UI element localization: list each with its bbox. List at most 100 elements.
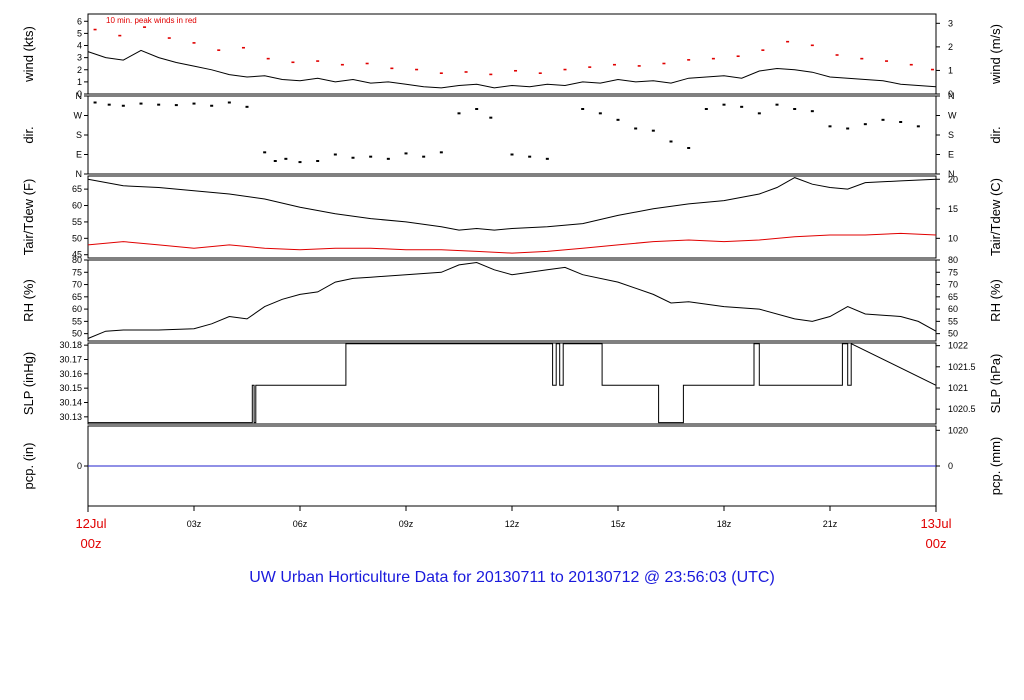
direction-point	[316, 160, 320, 162]
wind-peak-point	[93, 28, 97, 31]
direction-point	[422, 155, 426, 158]
wind-peak-point	[909, 63, 913, 66]
panel-wind: 0 1 2 3 4 5 6 0 1 2 3 wind (kts) wind (m/s) 10 min. p…	[21, 13, 1003, 99]
humidity-frame	[87, 259, 937, 342]
pressure-right-axis-label: SLP (hPa)	[988, 354, 1003, 414]
wind-peak-point	[143, 26, 147, 28]
humidity-right-tick-label: 55	[948, 316, 958, 326]
precipitation-left-axis-label: pcp. (in)	[21, 443, 36, 490]
humidity-right-tick-label: 60	[948, 304, 958, 314]
wind-peak-point	[662, 62, 666, 65]
x-tick-label: 03z	[187, 519, 202, 529]
direction-right-tick-label: E	[948, 150, 954, 160]
pressure-left-tick-label: 30.18	[59, 340, 82, 350]
wind-peak-point	[761, 49, 765, 51]
pressure-right-tick-label: 1022	[948, 341, 968, 351]
pressure-left-tick-label: 30.15	[59, 383, 82, 393]
wind-peak-point	[711, 57, 715, 60]
direction-point	[489, 116, 493, 119]
temperature-left-tick-label: 65	[72, 184, 82, 194]
wind-peak-point	[291, 61, 295, 64]
wind-left-tick-label: 5	[77, 28, 82, 38]
direction-point	[528, 155, 532, 158]
direction-right-axis-label: dir.	[988, 126, 1003, 143]
pressure-left-axis-label: SLP (inHg)	[21, 352, 36, 415]
pressure-right-tick-label: 1021.5	[948, 362, 976, 372]
temperature-left-tick-label: 60	[72, 201, 82, 211]
wind-series-line	[87, 49, 937, 89]
wind-left-axis-label: wind (kts)	[21, 26, 36, 83]
wind-peak-point	[266, 57, 270, 60]
wind-right-tick-label: 3	[948, 18, 953, 28]
x-end-hour-label: 00z	[926, 536, 947, 551]
humidity-left-axis-label: RH (%)	[21, 279, 36, 322]
x-tick-label: 12z	[505, 519, 520, 529]
temperature-series-tdew	[87, 232, 937, 254]
pressure-left-tick-label: 30.17	[59, 354, 82, 364]
panel-temperature: 45 50 55 60 65 10 15 20 Tair/Tdew (F) Tair/Tdew (…	[21, 174, 1003, 259]
direction-right-tick-label: W	[948, 111, 957, 121]
precipitation-right-tick-label: 0	[948, 461, 953, 471]
wind-left-tick-label: 4	[77, 41, 82, 51]
direction-point	[810, 110, 814, 113]
direction-point	[386, 157, 390, 160]
wind-peak-point	[192, 42, 196, 44]
temperature-left-tick-label: 55	[72, 217, 82, 227]
direction-point	[581, 108, 585, 110]
direction-left-tick-label: W	[74, 111, 83, 121]
direction-point	[157, 103, 161, 106]
wind-peak-point	[439, 72, 443, 74]
wind-peak-point	[930, 68, 934, 71]
direction-point	[846, 127, 850, 130]
direction-right-tick-label: S	[948, 130, 954, 140]
direction-point	[107, 103, 111, 106]
wind-right-tick-label: 1	[948, 65, 953, 75]
x-tick-label: 18z	[717, 519, 732, 529]
direction-point	[510, 153, 514, 156]
wind-left-tick-label: 3	[77, 53, 82, 63]
temperature-left-tick-label: 45	[72, 250, 82, 260]
wind-peak-point	[588, 66, 592, 68]
wind-peak-point	[167, 37, 171, 39]
wind-peak-point	[217, 49, 221, 51]
wind-peak-point	[464, 71, 468, 73]
wind-peak-point	[810, 44, 814, 47]
direction-right-tick-label: N	[948, 169, 955, 179]
direction-point	[475, 108, 479, 110]
direction-point	[722, 103, 726, 106]
wind-peak-point	[241, 46, 245, 49]
direction-point	[598, 112, 602, 115]
direction-point	[757, 112, 761, 115]
direction-point	[93, 101, 97, 104]
direction-point	[863, 123, 867, 126]
wind-peak-point	[563, 68, 567, 71]
temperature-right-tick-label: 10	[948, 233, 958, 243]
direction-point	[404, 152, 408, 155]
wind-peak-point	[365, 62, 369, 65]
wind-peak-point	[687, 59, 691, 61]
direction-point	[899, 121, 903, 123]
x-axis: 12Jul 00z 13Jul 00z 03z 06z 09z 12z 15z 18z 21…	[75, 506, 952, 551]
direction-frame	[87, 95, 937, 175]
humidity-left-tick-label: 70	[72, 280, 82, 290]
direction-point	[775, 103, 779, 106]
wind-peak-point	[118, 34, 122, 37]
x-tick-label: 06z	[293, 519, 308, 529]
wind-peak-point	[340, 63, 344, 66]
direction-point	[139, 102, 143, 105]
wind-left-tick-label: 6	[77, 16, 82, 26]
direction-point	[192, 102, 196, 105]
x-end-day-label: 13Jul	[920, 516, 951, 531]
wind-right-axis-label: wind (m/s)	[988, 24, 1003, 85]
wind-peak-point	[637, 65, 641, 67]
wind-peak-point	[786, 40, 790, 43]
direction-point	[687, 147, 691, 149]
temperature-left-axis-label: Tair/Tdew (F)	[21, 179, 36, 256]
humidity-series-line	[87, 261, 937, 339]
chart-title: UW Urban Horticulture Data for 20130711 …	[249, 569, 775, 586]
x-tick-label: 15z	[611, 519, 626, 529]
direction-point	[284, 157, 288, 160]
wind-left-tick-label: 0	[77, 89, 82, 99]
pressure-frame	[87, 342, 937, 425]
